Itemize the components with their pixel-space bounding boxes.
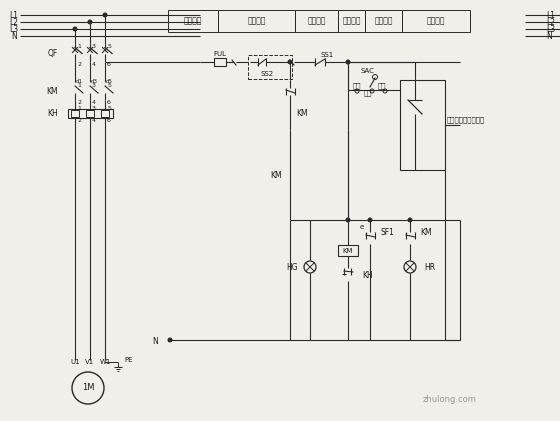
Text: 3: 3 [92, 43, 96, 48]
Text: QF: QF [48, 48, 58, 58]
Circle shape [103, 13, 107, 17]
Text: 2: 2 [77, 61, 81, 67]
Text: U1: U1 [70, 359, 80, 365]
Bar [400, 80, 445, 170]
Text: SF1: SF1 [380, 227, 394, 237]
Text: 2: 2 [77, 99, 81, 104]
Text: L2: L2 [10, 18, 18, 27]
Text: KM: KM [420, 227, 432, 237]
Text: 手控起泵: 手控起泵 [342, 16, 361, 26]
Text: 5: 5 [107, 83, 111, 88]
Text: L3: L3 [10, 24, 18, 34]
Text: L1: L1 [10, 11, 18, 19]
Circle shape [368, 218, 372, 222]
Text: zhulong.com: zhulong.com [423, 395, 477, 405]
Text: N: N [152, 338, 158, 346]
Text: N: N [546, 32, 552, 40]
Text: 手控: 手控 [353, 83, 361, 89]
Text: 控制回路: 控制回路 [184, 16, 202, 26]
Text: 5: 5 [107, 106, 111, 110]
Text: 6: 6 [107, 117, 111, 123]
Bar [168, 10, 218, 32]
Text: HG: HG [286, 263, 298, 272]
Text: W1: W1 [99, 359, 111, 365]
Text: d5: d5 [105, 78, 113, 83]
Text: KH: KH [47, 109, 58, 118]
Text: 3: 3 [92, 106, 96, 110]
Circle shape [408, 218, 412, 222]
Text: 1M: 1M [82, 384, 94, 392]
Text: 4: 4 [92, 117, 96, 123]
Text: N: N [11, 32, 17, 40]
Text: 自控: 自控 [378, 83, 386, 89]
Text: 6: 6 [107, 61, 111, 67]
Text: KH: KH [362, 271, 373, 280]
Bar [218, 10, 295, 32]
Circle shape [346, 218, 350, 222]
Text: L2: L2 [546, 18, 555, 27]
Text: 4: 4 [92, 61, 96, 67]
Text: SS1: SS1 [320, 52, 333, 58]
Text: 4: 4 [92, 99, 96, 104]
Text: d1: d1 [76, 78, 82, 83]
Text: 1: 1 [77, 43, 81, 48]
Bar [86, 110, 94, 117]
Circle shape [73, 27, 77, 31]
Text: 急停按钮: 急停按钮 [248, 16, 266, 26]
Bar [365, 10, 402, 32]
Text: SAC: SAC [360, 68, 374, 74]
Text: e: e [360, 224, 364, 230]
Bar [101, 110, 109, 117]
Text: 6: 6 [107, 99, 111, 104]
Text: KM: KM [270, 171, 282, 179]
Bar [338, 10, 365, 32]
Circle shape [88, 20, 92, 24]
Text: SS2: SS2 [260, 71, 273, 77]
Text: 空位: 空位 [364, 90, 372, 96]
Bar [214, 58, 226, 66]
Circle shape [346, 60, 350, 64]
Text: L3: L3 [546, 24, 555, 34]
Text: 智能继电器中继触点: 智能继电器中继触点 [447, 117, 486, 123]
Text: 1: 1 [77, 83, 81, 88]
Text: 运行指示: 运行指示 [374, 16, 393, 26]
Text: 3: 3 [92, 83, 96, 88]
Text: 5: 5 [107, 43, 111, 48]
Bar [338, 245, 358, 256]
Bar [402, 10, 470, 32]
Bar [71, 110, 79, 117]
Circle shape [168, 338, 172, 342]
Bar [295, 10, 338, 32]
Text: KM: KM [343, 248, 353, 254]
Text: HR: HR [424, 263, 435, 272]
Bar [68, 109, 113, 118]
Circle shape [288, 60, 292, 64]
Bar [248, 55, 292, 79]
Text: 停泵指示: 停泵指示 [307, 16, 326, 26]
Text: KM: KM [46, 86, 58, 96]
Text: FUL: FUL [213, 51, 226, 57]
Text: KM: KM [296, 109, 307, 117]
Text: 自控起泵: 自控起泵 [427, 16, 445, 26]
Text: L1: L1 [546, 11, 555, 19]
Text: 1: 1 [77, 106, 81, 110]
Text: d3: d3 [91, 78, 97, 83]
Text: 2: 2 [77, 117, 81, 123]
Text: V1: V1 [85, 359, 95, 365]
Text: PE: PE [124, 357, 133, 363]
